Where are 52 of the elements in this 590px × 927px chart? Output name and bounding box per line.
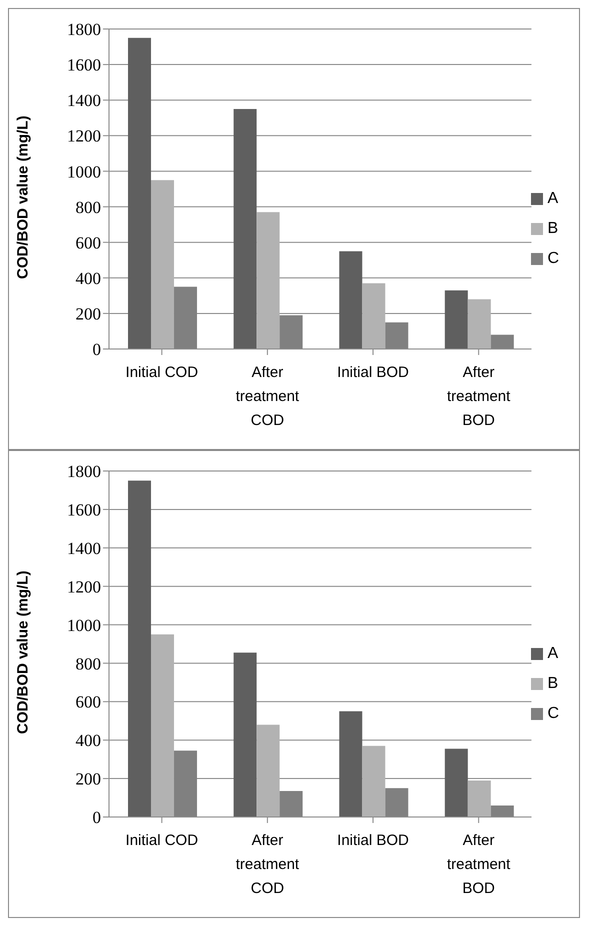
legend-label: B: [547, 675, 558, 692]
bar: [362, 283, 386, 349]
x-tick-label: Initial BOD: [337, 832, 410, 849]
y-tick-label: 1000: [67, 162, 101, 182]
y-tick-label: 800: [76, 654, 101, 674]
x-tick-label: Initial BOD: [337, 364, 410, 381]
y-tick-label: 1400: [67, 538, 101, 558]
x-tick-label: After treatment BOD: [446, 832, 512, 897]
bar: [128, 480, 152, 817]
bar: [444, 748, 468, 817]
y-tick-label: 800: [76, 198, 101, 217]
bar: [339, 251, 362, 349]
x-tick-label: After treatment COD: [236, 364, 300, 429]
y-axis-title: COD/BOD value (mg/L): [14, 116, 32, 279]
bar: [128, 38, 152, 349]
x-tick-label: After treatment BOD: [446, 364, 512, 429]
y-tick-label: 1200: [67, 577, 101, 596]
y-tick-label: 1800: [67, 20, 101, 40]
y-tick-label: 0: [92, 340, 101, 360]
y-tick-label: 1600: [67, 56, 101, 75]
bar: [256, 212, 280, 349]
legend-label: C: [547, 705, 559, 722]
x-tick-label: Initial COD: [126, 364, 198, 381]
bar: [234, 109, 257, 349]
y-tick-label: 1800: [67, 462, 101, 482]
bar: [256, 724, 280, 817]
y-tick-label: 1400: [67, 91, 101, 110]
y-tick-label: 600: [76, 692, 101, 712]
y-tick-label: 1000: [67, 616, 101, 635]
legend-label: A: [547, 645, 558, 662]
y-tick-label: 600: [76, 233, 101, 252]
y-axis-title: COD/BOD value (mg/L): [14, 570, 32, 734]
y-tick-label: 1600: [67, 500, 101, 520]
bar: [468, 299, 491, 349]
bar: [151, 634, 174, 817]
y-tick-label: 1200: [67, 126, 101, 146]
legend-label: A: [547, 190, 558, 207]
legend-label: B: [547, 220, 558, 237]
legend-label: C: [547, 250, 559, 267]
x-tick-label: Initial COD: [126, 832, 198, 849]
x-tick-label: After treatment COD: [236, 832, 300, 897]
bar: [444, 290, 468, 349]
bar: [234, 652, 257, 817]
y-tick-label: 200: [76, 304, 101, 324]
bar: [339, 711, 362, 817]
y-tick-label: 400: [76, 268, 101, 288]
bar: [468, 780, 491, 817]
bar: [151, 180, 174, 349]
y-tick-label: 200: [76, 770, 101, 789]
bar: [362, 746, 386, 817]
y-tick-label: 0: [92, 808, 101, 828]
y-tick-label: 400: [76, 731, 101, 750]
